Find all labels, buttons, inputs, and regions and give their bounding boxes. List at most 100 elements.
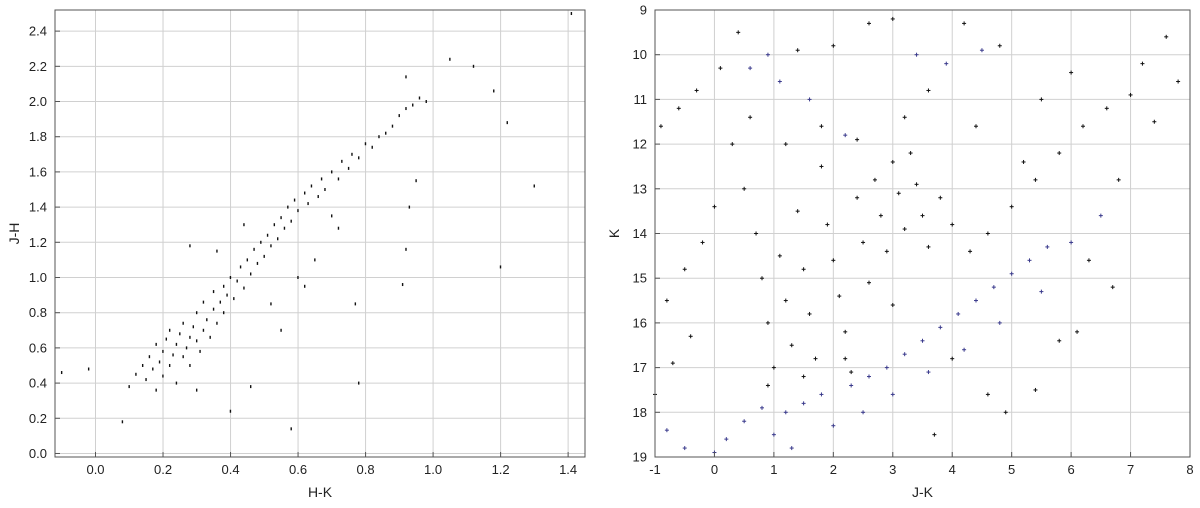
data-point (914, 182, 919, 187)
data-point (243, 223, 245, 227)
x-tick-label: 1 (770, 462, 777, 477)
x-tick-label: 0.4 (222, 462, 240, 477)
data-point (748, 115, 753, 120)
data-point (997, 43, 1002, 48)
y-tick-label: 2.4 (29, 24, 47, 39)
y-tick-label: 14 (633, 226, 647, 241)
data-point (249, 385, 252, 389)
data-point (256, 261, 259, 265)
x-tick-label: 0.2 (154, 462, 172, 477)
y-tick-label: 17 (633, 360, 647, 375)
data-point (1039, 97, 1044, 102)
data-point (991, 285, 996, 290)
data-point (676, 106, 681, 111)
data-point (1081, 124, 1085, 129)
data-point (506, 121, 508, 125)
data-point (216, 249, 218, 253)
x-tick-label: 7 (1127, 462, 1134, 477)
data-point (843, 356, 848, 361)
data-point (408, 205, 411, 209)
data-point (724, 437, 729, 442)
data-point (831, 423, 836, 428)
x-tick-label: 8 (1186, 462, 1193, 477)
y-tick-label: 18 (633, 405, 647, 420)
data-point (283, 226, 286, 230)
data-point (145, 378, 147, 382)
data-point (944, 61, 949, 66)
data-point (449, 57, 451, 61)
data-point (974, 298, 978, 303)
data-point (962, 347, 967, 352)
y-tick-label: 15 (633, 271, 647, 286)
data-point (1110, 285, 1115, 290)
data-point (358, 156, 360, 160)
data-point (1045, 244, 1050, 249)
data-point (742, 186, 747, 191)
data-point (837, 294, 842, 299)
y-tick-label: 13 (633, 181, 647, 196)
data-point (1057, 151, 1062, 156)
data-point (331, 214, 333, 218)
data-point (405, 247, 407, 251)
data-point (341, 159, 343, 163)
data-point (736, 30, 741, 35)
data-point (304, 191, 306, 195)
data-point (1009, 204, 1014, 209)
x-tick-label: 0.6 (289, 462, 307, 477)
data-point (418, 96, 421, 100)
data-point (570, 12, 573, 16)
data-point (499, 265, 502, 269)
data-point (206, 318, 208, 322)
data-point (263, 254, 265, 258)
data-point (195, 388, 198, 392)
data-point (202, 328, 205, 332)
data-point (189, 244, 191, 248)
data-point (1033, 387, 1038, 392)
data-point (155, 342, 157, 346)
x-tick-label: 3 (889, 462, 896, 477)
data-point (87, 367, 90, 371)
data-point (401, 283, 404, 287)
y-axis-title: K (606, 228, 622, 238)
x-tick-label: 0.8 (357, 462, 375, 477)
data-point (273, 223, 276, 227)
data-point (985, 231, 990, 236)
data-point (861, 410, 866, 415)
data-point (425, 100, 427, 104)
data-point (765, 320, 770, 325)
data-point (1152, 119, 1157, 124)
data-point (878, 213, 883, 218)
data-point (239, 265, 242, 269)
data-point (266, 233, 269, 237)
data-point (867, 21, 871, 26)
data-point (304, 284, 306, 288)
data-point (807, 97, 812, 102)
data-point (337, 226, 340, 230)
hk-jh-color-color-plot: 0.0 0.2 0.4 0.6 0.8 1.0 1.2 1.4 0.0 0.2 0.4 0.6 0.8 1… (6, 9, 586, 500)
data-point (347, 166, 350, 170)
data-point (297, 275, 299, 279)
data-point (926, 370, 931, 375)
data-point (867, 374, 871, 379)
data-point (246, 258, 249, 262)
data-point (168, 328, 171, 332)
data-point (777, 253, 782, 258)
data-point (195, 339, 198, 343)
data-point (777, 79, 782, 84)
data-point (789, 343, 794, 348)
data-point (843, 329, 848, 334)
y-tick-label: 0.4 (29, 376, 47, 391)
y-tick-label: 0.0 (29, 446, 47, 461)
data-point (189, 335, 191, 339)
data-point (902, 352, 907, 357)
x-axis-title: J-K (912, 484, 934, 500)
data-point (801, 401, 806, 406)
y-tick-label: 0.2 (29, 411, 47, 426)
data-point (351, 152, 353, 156)
x-tick-label: 5 (1008, 462, 1015, 477)
y-tick-label: 1.2 (29, 235, 47, 250)
data-point (179, 332, 181, 336)
data-point (219, 300, 222, 304)
data-point (855, 195, 860, 200)
